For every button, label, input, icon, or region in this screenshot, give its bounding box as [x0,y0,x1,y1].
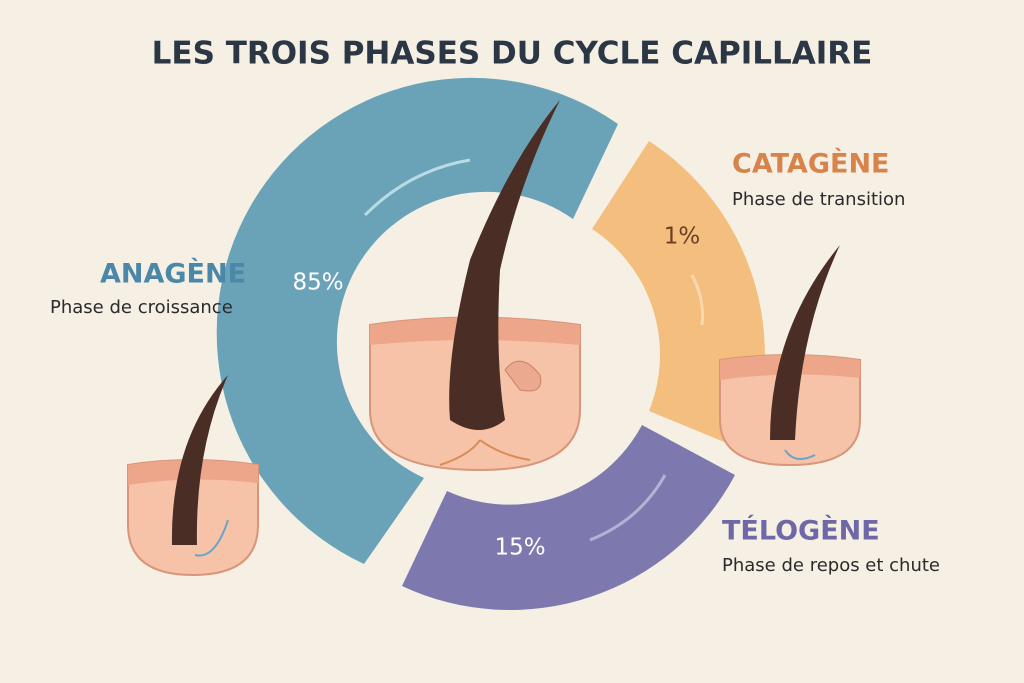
arrow [363,158,471,217]
telogen-arc [402,425,735,610]
phase-name: ANAGÈNE [100,258,246,290]
phase-percent: 1% [664,224,701,250]
anagen-arc [216,77,618,564]
hair-illustration-right [719,245,861,467]
phase-description: Phase de croissance [50,297,233,318]
phase-name: CATAGÈNE [732,148,889,180]
phase-percent: 15% [494,535,545,561]
phase-name: TÉLOGÈNE [722,515,880,547]
phase-description: Phase de transition [732,189,905,210]
arrow [589,474,667,542]
arrow [690,274,704,326]
phase-description: Phase de repos et chute [722,555,940,576]
hair-illustration-center [369,100,581,472]
title: LES TROIS PHASES DU CYCLE CAPILLAIRE [152,36,873,72]
phase-percent: 85% [292,270,343,296]
hair-illustration-left [127,375,259,577]
